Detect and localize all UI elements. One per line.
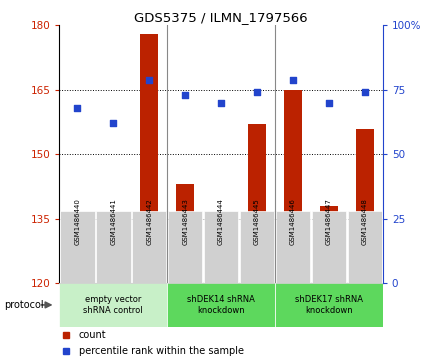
Point (110, 121, 117, 126)
Bar (248, 124, 266, 283)
Bar (168, 211, 202, 283)
Bar (348, 211, 382, 283)
Point (182, 92, 189, 98)
Text: GSM1486441: GSM1486441 (110, 199, 116, 245)
Bar (312, 211, 346, 283)
Point (326, 100, 333, 106)
Text: GSM1486445: GSM1486445 (254, 199, 260, 245)
Bar (68, 249, 86, 283)
Bar (356, 129, 374, 283)
Bar (59, 283, 167, 327)
Text: count: count (79, 330, 106, 340)
Bar (284, 90, 302, 283)
Text: GSM1486440: GSM1486440 (74, 199, 81, 245)
Bar (60, 211, 95, 283)
Point (290, 77, 297, 82)
Text: shDEK14 shRNA
knockdown: shDEK14 shRNA knockdown (187, 295, 255, 315)
Bar (96, 211, 131, 283)
Text: GSM1486448: GSM1486448 (362, 199, 368, 245)
Text: GSM1486444: GSM1486444 (218, 199, 224, 245)
Text: empty vector
shRNA control: empty vector shRNA control (84, 295, 143, 315)
Bar (140, 34, 158, 283)
Bar (276, 211, 310, 283)
Text: GSM1486442: GSM1486442 (146, 199, 152, 245)
Point (253, 90, 260, 95)
Text: shDEK17 shRNA
knockdown: shDEK17 shRNA knockdown (295, 295, 363, 315)
Text: protocol: protocol (4, 300, 44, 310)
Bar (204, 211, 238, 283)
Point (361, 90, 368, 95)
Point (218, 100, 225, 106)
Bar (132, 211, 166, 283)
Point (146, 77, 153, 82)
Text: percentile rank within the sample: percentile rank within the sample (79, 346, 244, 356)
Bar (275, 283, 383, 327)
Text: GSM1486446: GSM1486446 (290, 199, 296, 245)
Point (74, 105, 81, 111)
Bar (320, 206, 338, 283)
Bar (240, 211, 274, 283)
Text: GSM1486447: GSM1486447 (326, 199, 332, 245)
Bar (212, 215, 230, 283)
Bar (167, 283, 275, 327)
Bar (176, 184, 194, 283)
Text: GSM1486443: GSM1486443 (182, 199, 188, 245)
Bar (104, 270, 122, 283)
Title: GDS5375 / ILMN_1797566: GDS5375 / ILMN_1797566 (134, 11, 308, 24)
